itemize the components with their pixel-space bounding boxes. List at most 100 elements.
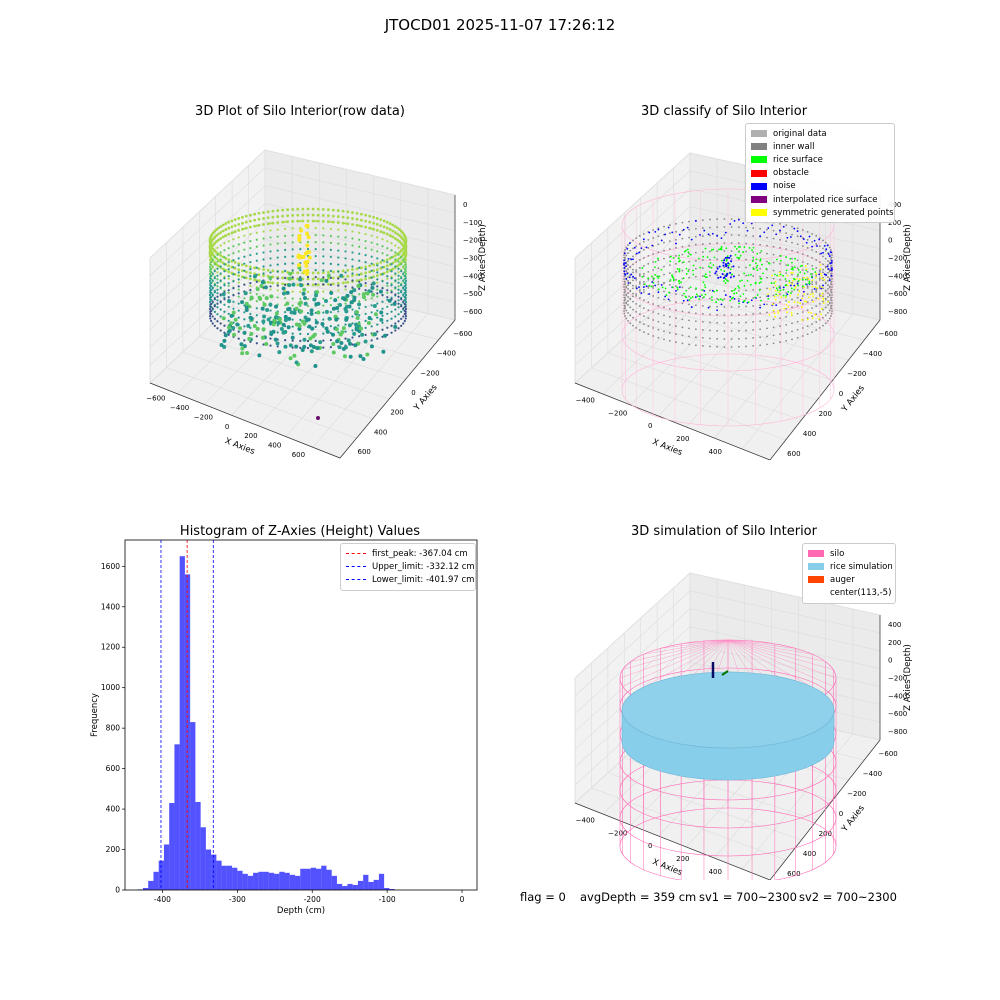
data-point — [391, 229, 395, 233]
data-point — [244, 220, 248, 224]
data-point — [730, 258, 733, 260]
data-point — [785, 240, 788, 243]
grid-line — [574, 206, 881, 312]
legend-item: inner wall — [751, 140, 889, 153]
data-point — [376, 288, 379, 291]
scatter-points — [208, 207, 408, 420]
data-point — [351, 217, 354, 220]
data-point — [358, 245, 361, 248]
data-point — [823, 278, 826, 281]
data-point — [663, 249, 665, 252]
data-point — [243, 276, 246, 279]
data-point — [248, 271, 252, 275]
data-point — [657, 312, 660, 315]
data-point — [811, 268, 814, 270]
data-point — [675, 246, 677, 249]
data-point — [652, 335, 655, 337]
data-point — [397, 292, 400, 295]
data-point — [223, 296, 226, 299]
data-point — [390, 277, 393, 280]
data-point — [830, 251, 833, 254]
data-point — [335, 306, 340, 311]
data-point — [376, 250, 379, 253]
data-point — [306, 311, 310, 315]
data-point — [668, 307, 671, 310]
data-point — [661, 286, 664, 289]
data-point — [209, 298, 212, 301]
data-point — [794, 266, 796, 268]
data-point — [827, 260, 829, 262]
data-point — [822, 302, 825, 305]
data-point — [730, 234, 733, 236]
data-point — [694, 259, 697, 262]
data-point — [322, 283, 325, 286]
data-point — [314, 233, 317, 237]
data-point — [632, 279, 634, 282]
data-point — [240, 346, 245, 351]
data-point — [729, 268, 732, 271]
data-point — [329, 346, 332, 349]
silo-wire — [727, 639, 826, 662]
data-point — [351, 230, 354, 233]
legend-swatch — [808, 563, 824, 571]
data-point — [752, 235, 755, 237]
data-point — [255, 300, 258, 303]
data-point — [759, 306, 762, 309]
data-point — [709, 297, 711, 300]
data-point — [806, 325, 809, 328]
data-point — [230, 219, 234, 223]
status-sv2: sv2 = 700~2300 — [799, 890, 897, 904]
data-point — [356, 283, 361, 288]
data-point — [381, 245, 384, 248]
data-point — [316, 271, 320, 275]
data-point — [355, 310, 360, 315]
data-point — [737, 234, 740, 237]
data-point — [811, 307, 814, 310]
data-point — [802, 238, 805, 241]
data-point — [243, 255, 246, 258]
data-point — [276, 228, 279, 231]
data-point — [652, 285, 655, 287]
data-point — [302, 287, 307, 292]
z-tick-label: 200 — [888, 219, 901, 227]
data-point — [818, 245, 821, 247]
data-point — [627, 260, 629, 262]
data-point — [726, 255, 729, 258]
data-point — [364, 319, 367, 322]
data-point — [819, 264, 822, 266]
histogram-bar — [268, 872, 275, 890]
data-point — [388, 228, 392, 231]
data-point — [339, 340, 344, 345]
data-point — [723, 218, 726, 220]
data-point — [314, 240, 317, 244]
data-point — [675, 285, 677, 288]
legend-line — [346, 579, 366, 581]
data-point — [306, 304, 310, 308]
data-point — [381, 321, 384, 324]
plot4-3d-simulation: −400−2000200400600−600−400−2000200400600… — [574, 571, 913, 880]
data-point — [249, 277, 252, 280]
data-point — [209, 270, 212, 273]
data-point — [261, 319, 266, 324]
data-point — [344, 236, 347, 239]
z-tick-label: −800 — [888, 308, 907, 316]
x-tick-label: −200 — [194, 413, 213, 421]
data-point — [352, 331, 357, 336]
data-point — [811, 280, 814, 283]
data-point — [675, 262, 677, 265]
data-point — [817, 318, 820, 320]
data-point — [315, 290, 320, 295]
data-point — [831, 302, 833, 304]
grid-line — [182, 351, 373, 419]
data-point — [766, 244, 768, 247]
data-point — [721, 272, 724, 275]
data-point — [370, 276, 373, 279]
data-point — [775, 293, 777, 296]
data-point — [725, 258, 728, 261]
data-point — [752, 321, 755, 323]
data-point — [716, 218, 719, 221]
data-point — [737, 345, 740, 348]
data-point — [351, 237, 354, 240]
data-point — [227, 240, 230, 243]
data-point — [625, 265, 628, 268]
